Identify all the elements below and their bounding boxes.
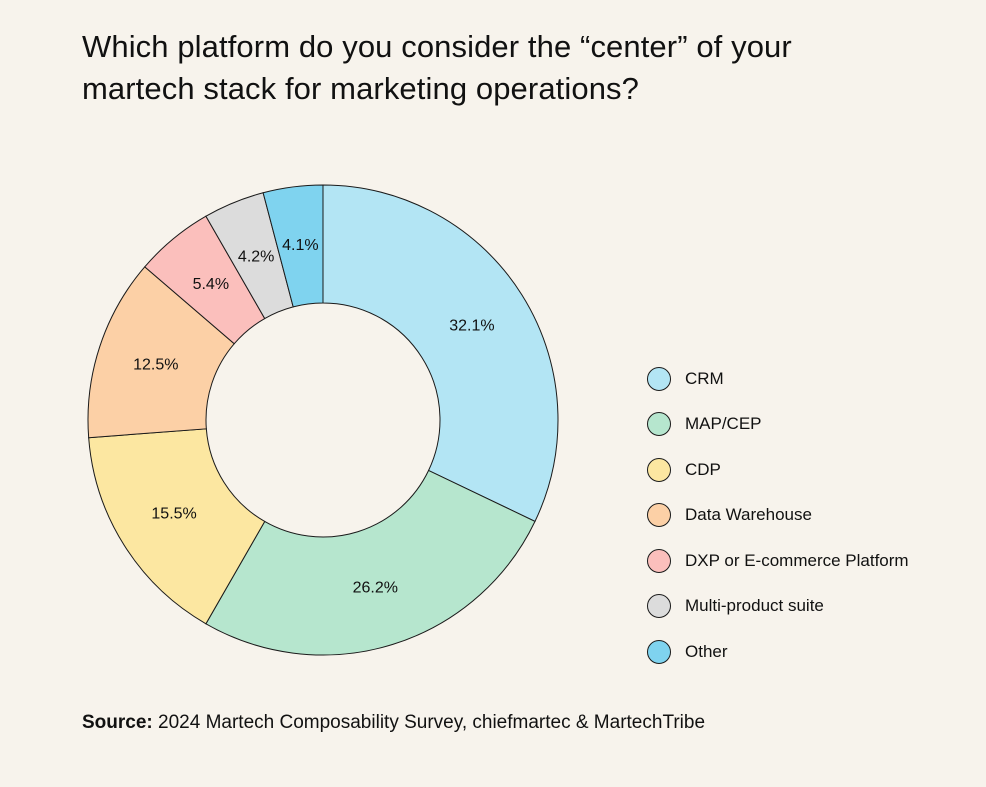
legend-item-map-cep: MAP/CEP bbox=[647, 402, 909, 448]
legend-item-data-warehouse: Data Warehouse bbox=[647, 493, 909, 539]
chart-title-line-1: Which platform do you consider the “cent… bbox=[82, 29, 792, 64]
legend-item-dxp-or-e-commerce-platform: DXP or E-commerce Platform bbox=[647, 538, 909, 584]
legend-swatch bbox=[647, 503, 671, 528]
chart-title: Which platform do you consider the “cent… bbox=[82, 26, 942, 110]
chart-legend: CRM MAP/CEP CDP Data Warehouse DXP or E-comm… bbox=[647, 356, 909, 675]
data-label-multi-product-suite: 4.2% bbox=[238, 249, 274, 266]
legend-item-crm: CRM bbox=[647, 356, 909, 402]
donut-slice-cdp bbox=[88, 428, 266, 625]
legend-swatch bbox=[647, 412, 671, 437]
legend-swatch bbox=[647, 594, 671, 619]
legend-swatch bbox=[647, 457, 671, 482]
donut-slice-map-cep bbox=[205, 469, 536, 656]
donut-slice-crm bbox=[322, 184, 559, 523]
data-label-map-cep: 26.2% bbox=[353, 580, 398, 597]
legend-label: Other bbox=[685, 641, 728, 661]
data-label-cdp: 15.5% bbox=[151, 505, 196, 522]
legend-label: MAP/CEP bbox=[685, 414, 762, 434]
legend-label: Multi-product suite bbox=[685, 596, 824, 616]
legend-item-other: Other bbox=[647, 629, 909, 675]
source-note: Source: 2024 Martech Composability Surve… bbox=[82, 712, 705, 734]
legend-label: Data Warehouse bbox=[685, 505, 812, 525]
legend-swatch bbox=[647, 366, 671, 391]
legend-swatch bbox=[647, 639, 671, 664]
data-label-dxp-or-e-commerce-platform: 5.4% bbox=[193, 276, 229, 293]
donut-slice-other bbox=[262, 184, 324, 308]
source-text: 2024 Martech Composability Survey, chief… bbox=[152, 712, 706, 733]
data-label-data-warehouse: 12.5% bbox=[133, 357, 178, 374]
legend-item-cdp: CDP bbox=[647, 447, 909, 493]
source-label: Source: bbox=[82, 712, 153, 733]
legend-label: CRM bbox=[685, 368, 724, 388]
legend-swatch bbox=[647, 548, 671, 573]
data-label-other: 4.1% bbox=[282, 237, 318, 254]
chart-title-line-2: martech stack for marketing operations? bbox=[82, 71, 639, 106]
data-label-crm: 32.1% bbox=[449, 318, 494, 335]
legend-label: DXP or E-commerce Platform bbox=[685, 550, 909, 570]
legend-item-multi-product-suite: Multi-product suite bbox=[647, 584, 909, 630]
legend-label: CDP bbox=[685, 459, 721, 479]
